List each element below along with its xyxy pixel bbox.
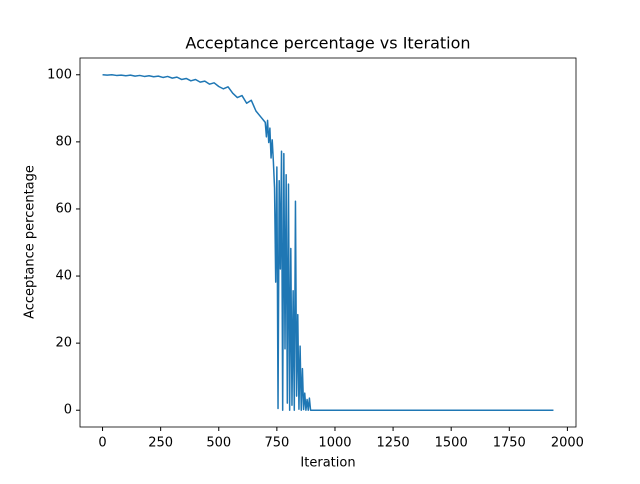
x-tick-label: 2000 xyxy=(551,436,584,451)
y-tick-label: 80 xyxy=(55,134,72,149)
x-tick-label: 1000 xyxy=(318,436,351,451)
y-tick-label: 20 xyxy=(55,336,72,351)
data-line xyxy=(102,74,554,411)
x-tick-label: 1750 xyxy=(493,436,526,451)
y-tick-label: 60 xyxy=(55,201,72,216)
y-axis-label: Acceptance percentage xyxy=(23,165,38,319)
x-tick-label: 0 xyxy=(98,436,106,451)
chart-title: Acceptance percentage vs Iteration xyxy=(185,34,470,53)
x-tick-label: 1250 xyxy=(377,436,410,451)
x-tick-label: 250 xyxy=(148,436,173,451)
plot-frame xyxy=(79,57,577,428)
x-tick-label: 1500 xyxy=(435,436,468,451)
y-tick-label: 40 xyxy=(55,269,72,284)
x-tick-label: 500 xyxy=(206,436,231,451)
y-tick-label: 0 xyxy=(64,403,72,418)
y-tick-label: 100 xyxy=(47,67,72,82)
x-tick-label: 750 xyxy=(264,436,289,451)
x-axis-label: Iteration xyxy=(300,456,355,471)
